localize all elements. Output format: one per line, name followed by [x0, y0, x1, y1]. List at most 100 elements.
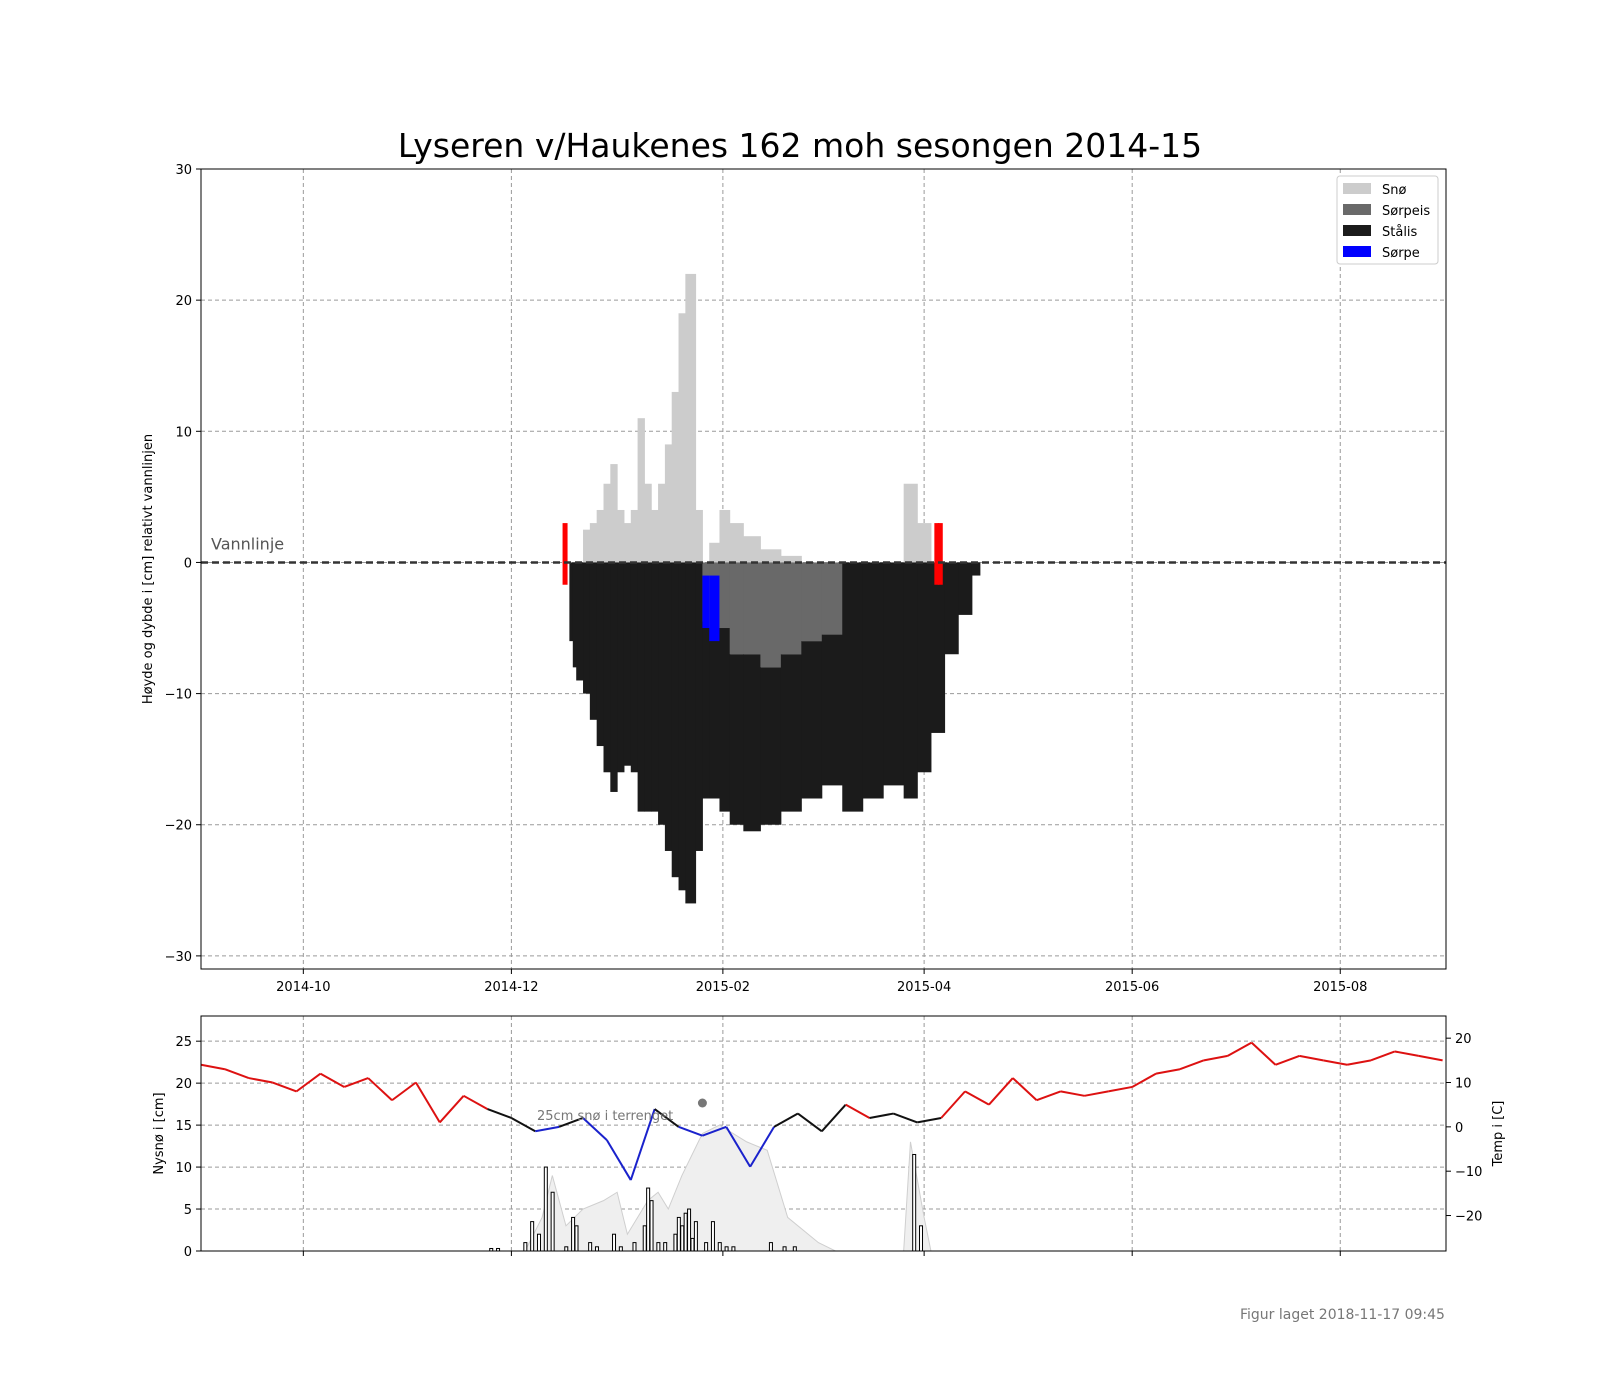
temperature-line-segment: [797, 1112, 823, 1133]
slush-ice-bar: [780, 562, 802, 655]
temperature-line-segment: [343, 1077, 369, 1088]
new-snow-bar: [724, 1246, 729, 1252]
black-ice-bar: [630, 562, 639, 773]
temperature-line-segment: [558, 1117, 584, 1128]
y-tick-label: −20: [165, 819, 192, 834]
snow-bar: [583, 529, 591, 563]
y-tick-label: 30: [175, 163, 192, 178]
temperature-line-segment: [1346, 1059, 1372, 1066]
black-ice-bar: [903, 562, 918, 799]
snow-bar: [719, 509, 731, 563]
temperature-line-segment: [510, 1117, 536, 1133]
snow-bar: [729, 523, 744, 563]
event-marker: [937, 523, 943, 585]
y-tick-label: −10: [165, 688, 192, 703]
temperature-line-segment: [678, 1125, 703, 1137]
temperature-line-segment: [1227, 1041, 1253, 1057]
plot-frame: [200, 1015, 1447, 1252]
temperature-line-segment: [200, 1063, 226, 1071]
legend-swatch: [1343, 183, 1371, 194]
temperature-line-segment: [845, 1103, 871, 1119]
event-marker: [562, 523, 568, 585]
new-snow-bar: [656, 1242, 661, 1252]
legend-box: [1336, 175, 1439, 265]
new-snow-bar: [523, 1242, 528, 1252]
new-snow-bar: [683, 1212, 688, 1252]
new-snow-bar: [632, 1242, 637, 1252]
y-tick-label: 10: [175, 425, 192, 440]
slush-ice-bar: [743, 562, 761, 655]
temperature-line-segment: [1418, 1054, 1443, 1062]
black-ice-bar: [644, 562, 652, 812]
black-ice-bar: [760, 667, 782, 825]
legend-label: Sørpeis: [1382, 204, 1430, 219]
black-ice-bar: [576, 562, 584, 681]
snow-bar: [780, 555, 802, 563]
black-ice-bar: [623, 562, 632, 766]
x-tick-label: 2014-12: [484, 980, 538, 995]
temperature-line-segment: [248, 1077, 273, 1084]
temperature-line-segment: [821, 1104, 847, 1132]
legend: Snø Sørpeis Stålis Sørpe: [1336, 175, 1439, 265]
temperature-line-segment: [988, 1077, 1014, 1106]
black-ice-bar: [917, 562, 932, 773]
temperature-line-segment: [702, 1125, 727, 1137]
y-axis-label: Høyde og dybde i [cm] relativt vannlinje…: [141, 434, 156, 704]
snow-bar: [685, 273, 697, 563]
temperature-line-segment: [1250, 1041, 1277, 1066]
temperature-line-segment: [869, 1112, 894, 1119]
snow-bar: [903, 483, 918, 563]
black-ice-bar: [971, 562, 981, 576]
new-snow-bar: [731, 1246, 736, 1252]
temperature-line-segment: [1036, 1090, 1061, 1102]
event-marker: [934, 523, 940, 585]
black-ice-bar: [780, 654, 802, 812]
x-tick-label: 2015-08: [1313, 980, 1367, 995]
black-ice-bar: [651, 562, 659, 812]
new-snow-bar: [690, 1237, 695, 1252]
y2-tick-label: 20: [1455, 1032, 1472, 1047]
temperature-line-segment: [940, 1090, 966, 1119]
new-snow-bar: [710, 1221, 715, 1252]
black-ice-bar: [664, 562, 673, 851]
new-snow-bar: [768, 1242, 773, 1252]
new-snow-bar: [663, 1242, 668, 1252]
temperature-line-segment: [487, 1108, 512, 1119]
snow-bar: [589, 523, 598, 563]
legend-swatch: [1343, 204, 1371, 215]
snow-bar: [651, 509, 659, 563]
new-snow-bar: [687, 1208, 692, 1252]
black-ice-bar: [583, 562, 591, 694]
new-snow-bar: [642, 1225, 647, 1252]
new-snow-bar: [649, 1200, 654, 1252]
black-ice-bar: [658, 562, 666, 825]
temperature-line-segment: [1084, 1090, 1109, 1097]
temperature-line-segment: [917, 1116, 942, 1124]
snow-bar: [917, 523, 932, 563]
legend-label: Snø: [1382, 183, 1406, 198]
temperature-line-segment: [1012, 1077, 1038, 1101]
snow-bar: [644, 483, 652, 563]
temperature-line-segment: [1108, 1085, 1133, 1093]
y2-tick-label: −10: [1455, 1165, 1482, 1180]
x-tick-label: 2015-02: [696, 980, 750, 995]
black-ice-bar: [685, 562, 697, 904]
legend-swatch: [1343, 225, 1371, 236]
x-tick-label: 2014-10: [276, 980, 330, 995]
new-snow-bar: [912, 1153, 917, 1252]
temperature-line-segment: [367, 1077, 393, 1101]
y-axis-label: Nysnø i [cm]: [152, 1092, 167, 1174]
temperature-line-segment: [319, 1072, 345, 1088]
black-ice-bar: [719, 628, 731, 812]
snow-bar: [743, 536, 761, 563]
new-snow-bar: [646, 1187, 651, 1252]
temperature-line-segment: [295, 1072, 321, 1093]
new-snow-bar: [594, 1246, 599, 1252]
new-snow-bar: [680, 1225, 685, 1252]
weather-chart: 0 5 10 15 20 25 −20 −10 0 10 20 25cm snø i terrenge…: [152, 1015, 1506, 1260]
snow-bar: [709, 542, 720, 563]
new-snow-bar: [612, 1233, 617, 1252]
temperature-line-segment: [1060, 1090, 1085, 1097]
black-ice-bar: [678, 562, 686, 891]
slush-bar: [709, 575, 720, 642]
